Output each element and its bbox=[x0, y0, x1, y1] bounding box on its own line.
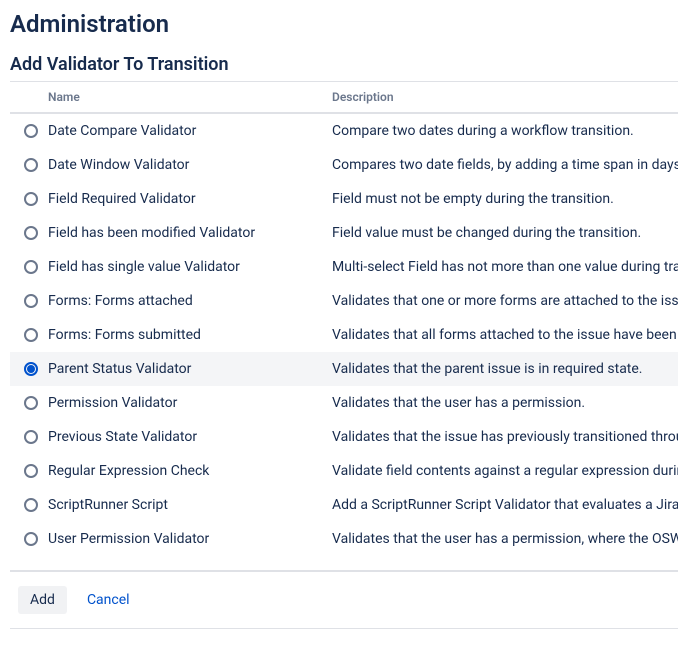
table-row[interactable]: Parent Status ValidatorValidates that th… bbox=[10, 352, 678, 386]
radio-icon[interactable] bbox=[24, 124, 38, 138]
table-row[interactable]: Previous State ValidatorValidates that t… bbox=[10, 420, 678, 454]
validator-description: Validates that all forms attached to the… bbox=[332, 318, 678, 352]
validator-description: Multi-select Field has not more than one… bbox=[332, 250, 678, 284]
validator-name: Field Required Validator bbox=[48, 182, 332, 216]
validator-name: Permission Validator bbox=[48, 386, 332, 420]
table-row[interactable]: Field has been modified ValidatorField v… bbox=[10, 216, 678, 250]
validator-description: Validates that the issue has previously … bbox=[332, 420, 678, 454]
validator-name: Regular Expression Check bbox=[48, 454, 332, 488]
radio-icon[interactable] bbox=[24, 464, 38, 478]
validator-description: Validates that one or more forms are att… bbox=[332, 284, 678, 318]
column-header-radio bbox=[10, 82, 48, 113]
radio-cell[interactable] bbox=[10, 113, 48, 148]
validator-name: ScriptRunner Script bbox=[48, 488, 332, 522]
radio-cell[interactable] bbox=[10, 522, 48, 556]
column-header-name: Name bbox=[48, 82, 332, 113]
radio-icon[interactable] bbox=[24, 260, 38, 274]
validator-description: Field value must be changed during the t… bbox=[332, 216, 678, 250]
validator-name: Date Window Validator bbox=[48, 148, 332, 182]
radio-icon[interactable] bbox=[24, 294, 38, 308]
table-row[interactable]: Field Required ValidatorField must not b… bbox=[10, 182, 678, 216]
table-row[interactable]: User Permission ValidatorValidates that … bbox=[10, 522, 678, 556]
radio-cell[interactable] bbox=[10, 420, 48, 454]
validator-description: Compares two date fields, by adding a ti… bbox=[332, 148, 678, 182]
table-row[interactable]: Date Compare ValidatorCompare two dates … bbox=[10, 113, 678, 148]
button-bar: Add Cancel bbox=[10, 570, 678, 629]
validator-name: Date Compare Validator bbox=[48, 113, 332, 148]
table-row[interactable]: Forms: Forms attachedValidates that one … bbox=[10, 284, 678, 318]
radio-icon[interactable] bbox=[24, 430, 38, 444]
radio-cell[interactable] bbox=[10, 148, 48, 182]
validators-table: Name Description Date Compare ValidatorC… bbox=[10, 82, 678, 556]
validator-description: Validates that the user has a permission… bbox=[332, 522, 678, 556]
radio-cell[interactable] bbox=[10, 250, 48, 284]
radio-icon[interactable] bbox=[24, 396, 38, 410]
radio-icon[interactable] bbox=[24, 498, 38, 512]
cancel-button[interactable]: Cancel bbox=[87, 592, 130, 608]
table-row[interactable]: Field has single value ValidatorMulti-se… bbox=[10, 250, 678, 284]
validator-description: Add a ScriptRunner Script Validator that… bbox=[332, 488, 678, 522]
radio-icon[interactable] bbox=[24, 158, 38, 172]
page-title: Administration bbox=[10, 10, 678, 38]
validator-description: Validates that the user has a permission… bbox=[332, 386, 678, 420]
table-row[interactable]: Date Window ValidatorCompares two date f… bbox=[10, 148, 678, 182]
radio-cell[interactable] bbox=[10, 454, 48, 488]
add-button[interactable]: Add bbox=[18, 586, 67, 614]
validator-description: Validates that the parent issue is in re… bbox=[332, 352, 678, 386]
radio-icon[interactable] bbox=[24, 226, 38, 240]
section-title: Add Validator To Transition bbox=[10, 54, 678, 75]
table-row[interactable]: Regular Expression CheckValidate field c… bbox=[10, 454, 678, 488]
validator-name: Forms: Forms attached bbox=[48, 284, 332, 318]
radio-cell[interactable] bbox=[10, 284, 48, 318]
validator-name: Field has single value Validator bbox=[48, 250, 332, 284]
validator-name: Parent Status Validator bbox=[48, 352, 332, 386]
radio-icon[interactable] bbox=[24, 362, 38, 376]
radio-cell[interactable] bbox=[10, 352, 48, 386]
radio-cell[interactable] bbox=[10, 182, 48, 216]
radio-icon[interactable] bbox=[24, 532, 38, 546]
validator-description: Compare two dates during a workflow tran… bbox=[332, 113, 678, 148]
table-row[interactable]: Forms: Forms submittedValidates that all… bbox=[10, 318, 678, 352]
column-header-description: Description bbox=[332, 82, 678, 113]
validator-name: Field has been modified Validator bbox=[48, 216, 332, 250]
radio-cell[interactable] bbox=[10, 488, 48, 522]
validator-name: Forms: Forms submitted bbox=[48, 318, 332, 352]
radio-cell[interactable] bbox=[10, 386, 48, 420]
validator-name: Previous State Validator bbox=[48, 420, 332, 454]
table-row[interactable]: ScriptRunner ScriptAdd a ScriptRunner Sc… bbox=[10, 488, 678, 522]
radio-cell[interactable] bbox=[10, 318, 48, 352]
validator-description: Field must not be empty during the trans… bbox=[332, 182, 678, 216]
validator-description: Validate field contents against a regula… bbox=[332, 454, 678, 488]
radio-icon[interactable] bbox=[24, 328, 38, 342]
radio-cell[interactable] bbox=[10, 216, 48, 250]
validator-name: User Permission Validator bbox=[48, 522, 332, 556]
radio-icon[interactable] bbox=[24, 192, 38, 206]
table-row[interactable]: Permission ValidatorValidates that the u… bbox=[10, 386, 678, 420]
